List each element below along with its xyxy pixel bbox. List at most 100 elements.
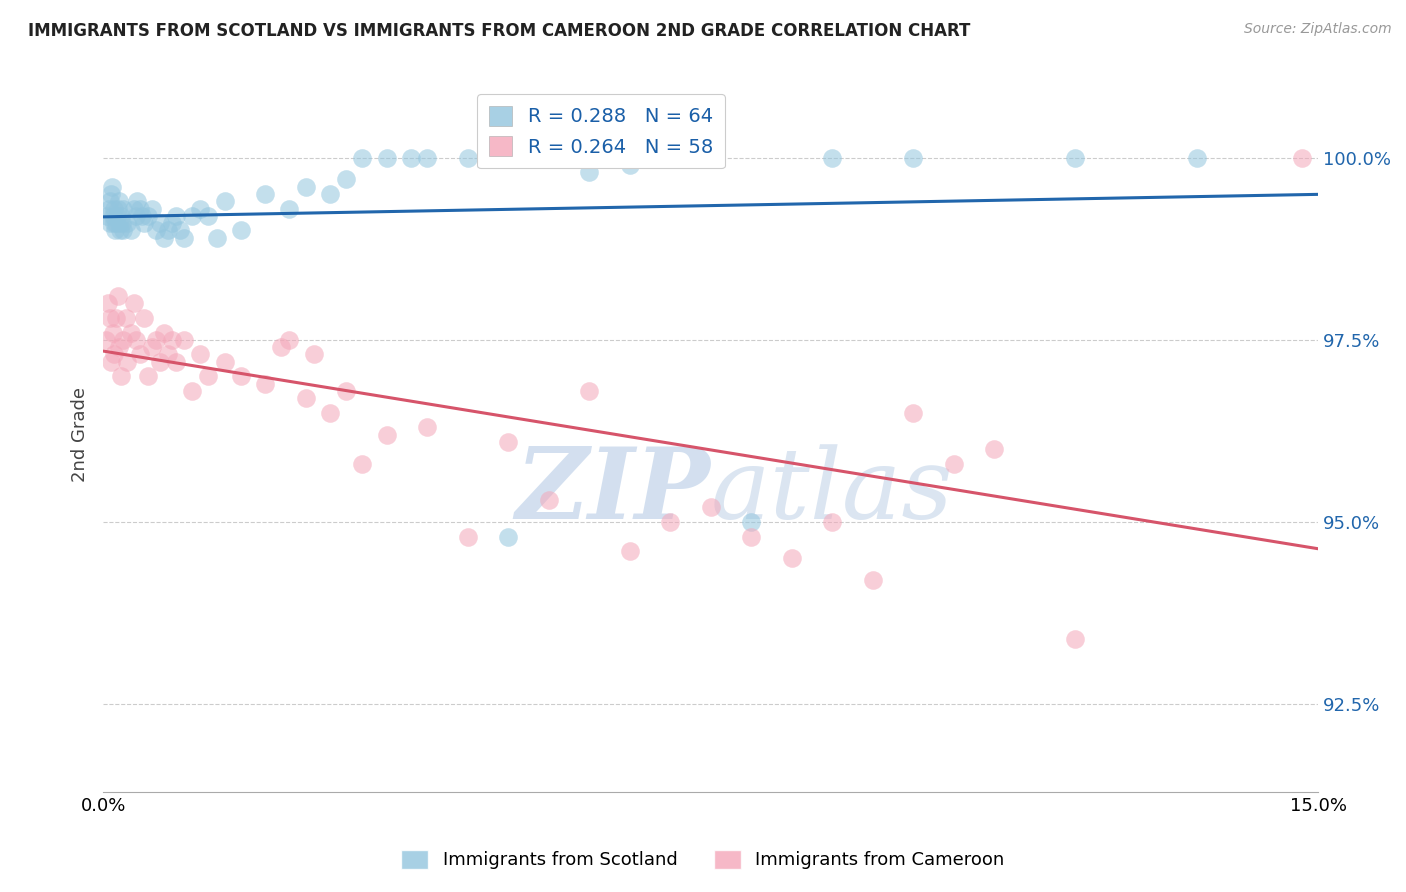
Point [862,574,884,588]
Point [160,333,183,347]
Point [821,515,844,529]
Point [156,347,179,361]
Point [278,202,301,216]
Point [149,216,172,230]
Legend: R = 0.288   N = 64, R = 0.264   N = 58: R = 0.288 N = 64, R = 0.264 N = 58 [478,95,725,169]
Point [101,179,124,194]
Point [375,427,398,442]
Point [101,326,124,340]
Point [98,216,121,230]
Point [169,223,191,237]
Point [278,333,301,347]
Point [294,179,316,194]
Point [352,151,374,165]
Point [537,493,560,508]
Point [699,500,721,515]
Point [205,231,228,245]
Point [319,187,342,202]
Point [416,420,439,434]
Point [121,326,143,340]
Point [121,223,143,237]
Point [141,340,163,354]
Point [100,194,122,209]
Point [173,231,195,245]
Legend: Immigrants from Scotland, Immigrants from Cameroon: Immigrants from Scotland, Immigrants fro… [392,841,1014,879]
Point [901,151,924,165]
Point [153,231,176,245]
Point [112,223,135,237]
Point [111,202,134,216]
Point [145,333,167,347]
Point [111,216,134,230]
Point [128,347,150,361]
Point [659,515,682,529]
Point [375,151,398,165]
Point [110,209,132,223]
Text: atlas: atlas [710,444,953,540]
Point [780,551,803,566]
Point [112,333,135,347]
Point [136,369,159,384]
Point [229,223,252,237]
Point [100,187,122,202]
Text: Source: ZipAtlas.com: Source: ZipAtlas.com [1244,22,1392,37]
Point [1185,151,1208,165]
Point [103,216,125,230]
Point [578,384,600,398]
Text: ZIP: ZIP [516,443,710,540]
Point [105,310,128,325]
Point [181,209,204,223]
Point [98,310,121,325]
Point [107,194,129,209]
Point [254,376,277,391]
Point [132,216,155,230]
Point [153,326,176,340]
Point [821,151,844,165]
Point [578,165,600,179]
Point [181,384,204,398]
Point [173,333,195,347]
Point [131,209,153,223]
Point [124,333,146,347]
Point [107,202,129,216]
Point [619,544,641,558]
Point [110,369,132,384]
Point [496,434,519,449]
Point [1064,632,1087,646]
Point [294,391,316,405]
Point [108,216,131,230]
Point [1291,151,1313,165]
Point [132,310,155,325]
Point [127,194,149,209]
Y-axis label: 2nd Grade: 2nd Grade [72,387,89,482]
Point [740,515,762,529]
Point [740,530,762,544]
Point [145,223,167,237]
Point [197,369,219,384]
Point [104,223,127,237]
Point [399,151,422,165]
Point [100,354,122,368]
Text: IMMIGRANTS FROM SCOTLAND VS IMMIGRANTS FROM CAMEROON 2ND GRADE CORRELATION CHART: IMMIGRANTS FROM SCOTLAND VS IMMIGRANTS F… [28,22,970,40]
Point [619,158,641,172]
Point [270,340,292,354]
Point [107,289,129,303]
Point [901,406,924,420]
Point [496,530,519,544]
Point [114,310,136,325]
Point [103,202,125,216]
Point [214,354,236,368]
Point [103,347,125,361]
Point [136,209,159,223]
Point [122,296,145,310]
Point [101,209,124,223]
Point [335,172,357,186]
Point [457,530,479,544]
Point [156,223,179,237]
Point [416,151,439,165]
Point [108,223,131,237]
Point [1064,151,1087,165]
Point [105,209,128,223]
Point [537,151,560,165]
Point [97,296,120,310]
